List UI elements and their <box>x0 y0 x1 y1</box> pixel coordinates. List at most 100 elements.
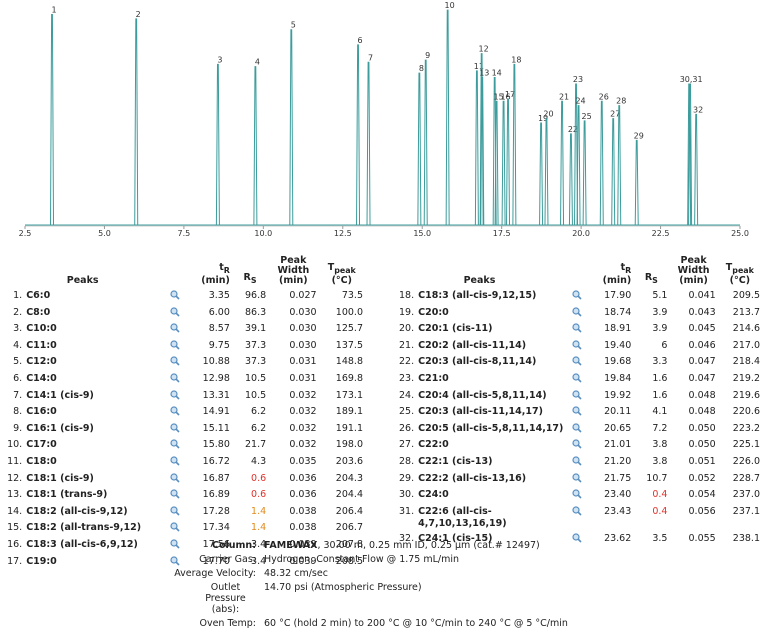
zoom-icon[interactable] <box>170 406 180 416</box>
retention-time: 16.87 <box>202 472 230 484</box>
peak-row: 22. C20:3 (all-cis-8,11,14) 19.68 3.3 0.047 2… <box>392 355 762 372</box>
retention-time: 14.91 <box>202 406 230 418</box>
peak-temp: 218.4 <box>732 356 760 368</box>
peak-row: 12. C18:1 (cis-9) 16.87 0.6 0.036 204.3 <box>0 472 365 489</box>
header-text: T <box>725 262 733 274</box>
zoom-icon[interactable] <box>572 406 582 416</box>
zoom-icon[interactable] <box>572 306 582 317</box>
peak-width: 0.030 <box>289 339 317 351</box>
zoom-icon[interactable] <box>170 489 180 499</box>
x-tick-label: 22.5 <box>652 229 670 238</box>
zoom-icon[interactable] <box>572 290 582 300</box>
zoom-icon[interactable] <box>170 373 180 383</box>
peak-row: 4. C11:0 9.75 37.3 0.030 137.5 <box>0 339 365 356</box>
peak-number: 24. <box>399 389 415 401</box>
zoom-icon[interactable] <box>170 389 180 400</box>
compound-name: C20:3 (all-cis-8,11,14) <box>418 356 537 368</box>
zoom-icon[interactable] <box>170 356 180 366</box>
zoom-icon[interactable] <box>170 456 180 466</box>
zoom-icon[interactable] <box>572 389 582 400</box>
condition-label: Outlet Pressure (abs): <box>205 582 246 615</box>
peak-temp: 213.7 <box>732 306 760 318</box>
zoom-cell <box>165 455 185 472</box>
peak-label: 1 <box>51 6 56 15</box>
header-peaks: Peaks <box>0 256 165 289</box>
condition-text: 48.32 cm/sec <box>264 568 328 579</box>
header-width: Peak Width (min) <box>277 255 310 286</box>
peak-number: 5. <box>13 356 23 368</box>
header-text: T <box>327 262 335 274</box>
zoom-icon[interactable] <box>572 456 582 466</box>
peak-number: 6. <box>13 372 23 384</box>
zoom-icon[interactable] <box>572 356 582 366</box>
peak-row: 32. C24:1 (cis-15) 23.62 3.5 0.055 238.1 <box>392 532 762 549</box>
compound-name: C20:0 <box>418 306 449 318</box>
zoom-cell <box>567 322 587 339</box>
peak-width: 0.035 <box>289 455 317 467</box>
resolution: 4.1 <box>652 406 668 418</box>
retention-time: 23.43 <box>604 505 632 517</box>
peak-number: 12. <box>7 472 23 484</box>
zoom-icon[interactable] <box>170 323 180 333</box>
resolution: 1.4 <box>251 505 267 517</box>
peak-label: 19 <box>538 114 548 123</box>
zoom-icon[interactable] <box>170 340 180 350</box>
zoom-icon[interactable] <box>170 539 180 549</box>
zoom-icon[interactable] <box>170 306 180 317</box>
peak-temp: 148.8 <box>335 356 363 368</box>
zoom-icon[interactable] <box>170 555 180 566</box>
peak-temp: 225.1 <box>732 439 760 451</box>
peak <box>560 100 565 226</box>
peak-temp: 203.6 <box>335 455 363 467</box>
condition-label: Column: <box>212 540 256 551</box>
zoom-cell <box>165 339 185 356</box>
zoom-icon[interactable] <box>170 423 180 433</box>
x-tick-label: 5.0 <box>98 229 111 238</box>
header-tpeak: Tpeak (°C) <box>319 256 365 289</box>
peak <box>501 100 506 226</box>
zoom-cell <box>165 472 185 489</box>
zoom-icon[interactable] <box>572 323 582 333</box>
header-unit: (min) <box>602 275 632 286</box>
zoom-icon[interactable] <box>572 373 582 383</box>
condition-text: 60 °C (hold 2 min) to 200 °C @ 10 °C/min… <box>264 618 568 629</box>
peak <box>474 70 479 226</box>
peak-temp: 206.7 <box>335 522 363 534</box>
zoom-icon[interactable] <box>572 472 582 483</box>
peak-row: 24. C20:4 (all-cis-5,8,11,14) 19.92 1.6 0.04… <box>392 389 762 406</box>
zoom-icon[interactable] <box>572 340 582 350</box>
peak-label: 6 <box>357 36 362 45</box>
retention-time: 18.91 <box>604 323 632 335</box>
peak <box>366 61 371 226</box>
retention-time: 17.34 <box>202 522 230 534</box>
peak <box>688 83 693 226</box>
zoom-icon[interactable] <box>170 472 180 483</box>
chromatogram: 2.5 5.0 7.5 10.0 12.5 15.0 17.5 20.0 22.5 25.01 23… <box>19 1 749 238</box>
peak-number: 10. <box>7 439 23 451</box>
zoom-icon[interactable] <box>572 439 582 449</box>
zoom-icon[interactable] <box>170 290 180 300</box>
header-text: R <box>644 272 653 284</box>
zoom-cell <box>165 521 185 538</box>
peak-row: 3. C10:0 8.57 39.1 0.030 125.7 <box>0 322 365 339</box>
zoom-icon[interactable] <box>170 439 180 449</box>
zoom-icon[interactable] <box>572 533 582 543</box>
retention-time: 15.11 <box>202 422 230 434</box>
retention-time: 23.62 <box>604 532 632 544</box>
peak-number: 9. <box>13 422 23 434</box>
peak-number: 11. <box>7 455 23 467</box>
compound-name: C20:3 (all-cis-11,14,17) <box>418 406 543 418</box>
peak-width: 0.050 <box>688 439 716 451</box>
condition-label: Carrier Gas: <box>199 554 256 565</box>
peak-row: 1. C6:0 3.35 96.8 0.027 73.5 <box>0 289 365 306</box>
peak <box>479 53 484 226</box>
header-sub: R <box>223 266 230 275</box>
zoom-icon[interactable] <box>572 423 582 433</box>
peak-temp: 207.8 <box>335 538 363 550</box>
zoom-icon[interactable] <box>170 522 180 532</box>
zoom-icon[interactable] <box>170 506 180 516</box>
peak <box>423 59 428 226</box>
zoom-icon[interactable] <box>572 506 582 516</box>
zoom-icon[interactable] <box>572 489 582 499</box>
